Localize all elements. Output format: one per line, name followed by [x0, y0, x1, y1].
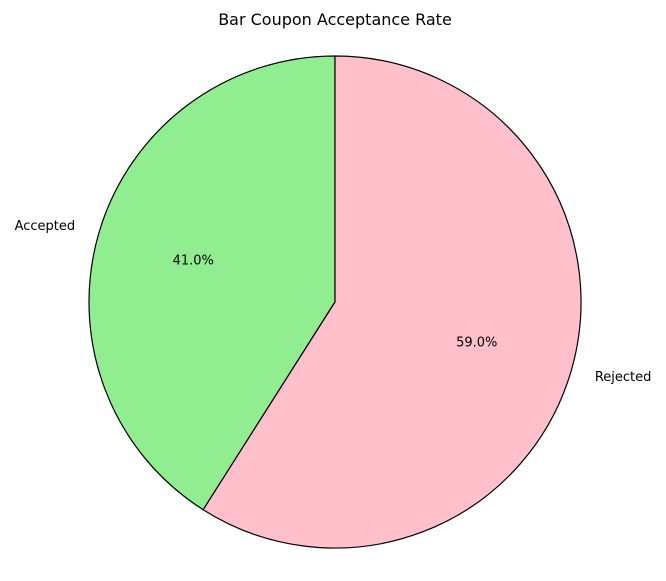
- pie-slice-rejected: [202, 55, 582, 549]
- pie-labels: Accepted 41.0% Rejected 59.0%: [15, 219, 652, 385]
- slice-percent-rejected: 59.0%: [456, 336, 497, 351]
- slice-percent-accepted: 41.0%: [173, 253, 214, 268]
- chart-title: Bar Coupon Acceptance Rate: [218, 10, 452, 29]
- pie-slices: [88, 55, 582, 549]
- slice-label-rejected: Rejected: [595, 370, 652, 385]
- slice-label-accepted: Accepted: [15, 219, 76, 234]
- pie-slice-accepted: [88, 55, 336, 511]
